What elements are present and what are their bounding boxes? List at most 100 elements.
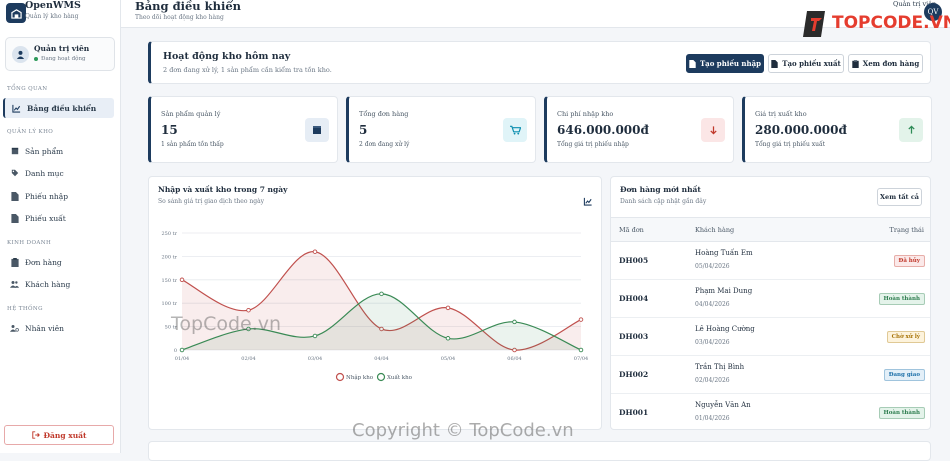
stat-card-import-cost: Chi phí nhập kho 646.000.000đ Tổng giá t…	[544, 96, 734, 163]
table-row[interactable]: DH004 Phạm Mai Dung 04/04/2026 Hoàn thành	[611, 280, 930, 318]
order-date: 05/04/2026	[695, 263, 730, 270]
x-tick-label: 02/04	[241, 356, 255, 362]
section-label-overview: TỔNG QUAN	[7, 86, 48, 92]
order-date: 04/04/2026	[695, 301, 730, 308]
sidebar-item-staff[interactable]: Nhân viên	[3, 318, 114, 338]
legend-marker	[376, 372, 386, 382]
chart-subtitle: So sánh giá trị giao dịch theo ngày	[158, 198, 265, 205]
series-area-export	[182, 293, 581, 350]
stat-value: 15	[161, 123, 178, 137]
logout-button[interactable]: Đăng xuất	[4, 425, 114, 445]
box-icon	[10, 147, 19, 156]
stat-note: 1 sản phẩm tồn thấp	[161, 141, 224, 148]
user-gear-icon	[10, 324, 19, 333]
sidebar-item-label: Đơn hàng	[25, 257, 62, 267]
order-date: 03/04/2026	[695, 339, 730, 346]
stat-card-products: Sản phẩm quản lý 15 1 sản phẩm tồn thấp	[148, 96, 338, 163]
topbar: Bảng điều khiển Theo dõi hoạt động kho h…	[121, 0, 950, 28]
view-orders-label: Xem đơn hàng	[862, 59, 920, 68]
sidebar-item-customers[interactable]: Khách hàng	[3, 274, 114, 294]
arrow-up-icon	[899, 118, 923, 142]
y-tick-label: 100 tr	[161, 301, 177, 307]
activity-title: Hoạt động kho hôm nay	[163, 51, 291, 62]
activity-subtitle: 2 đơn đang xử lý, 1 sản phẩm cần kiểm tr…	[163, 66, 332, 74]
orders-title: Đơn hàng mới nhất	[620, 185, 701, 194]
sidebar-item-exports[interactable]: Phiếu xuất	[3, 208, 114, 228]
user-name: Quản trị viên	[34, 44, 90, 53]
customer-name: Lê Hoàng Cường	[695, 325, 755, 333]
cart-icon	[503, 118, 527, 142]
legend-label: Xuất kho	[387, 374, 413, 381]
x-tick-label: 04/04	[374, 356, 388, 362]
page-subtitle: Theo dõi hoạt động kho hàng	[135, 14, 224, 21]
stat-note: Tổng giá trị phiếu nhập	[557, 141, 629, 148]
sidebar-item-dashboard[interactable]: Bảng điều khiển	[3, 98, 114, 118]
customer-name: Phạm Mai Dung	[695, 287, 753, 295]
table-row[interactable]: DH001 Nguyễn Văn An 01/04/2026 Hoàn thành	[611, 394, 930, 429]
x-tick-label: 05/04	[441, 356, 455, 362]
column-header: Trạng thái	[889, 226, 924, 234]
file-icon	[10, 191, 19, 201]
file-icon	[771, 59, 778, 68]
file-plus-icon	[689, 59, 696, 68]
data-point	[379, 326, 384, 332]
table-row[interactable]: DH005 Hoàng Tuấn Em 05/04/2026 Đã hủy	[611, 242, 930, 280]
avatar[interactable]: QV	[924, 3, 942, 21]
table-row[interactable]: DH002 Trần Thị Bình 02/04/2026 Đang giao	[611, 356, 930, 394]
x-tick-label: 07/04	[574, 356, 588, 362]
customer-name: Trần Thị Bình	[695, 363, 745, 371]
data-point	[445, 305, 451, 311]
sidebar-item-orders[interactable]: Đơn hàng	[3, 252, 114, 272]
orders-subtitle: Danh sách cập nhật gần đây	[620, 198, 707, 205]
view-orders-button[interactable]: Xem đơn hàng	[848, 54, 923, 73]
x-tick-label: 01/04	[175, 356, 189, 362]
view-all-button[interactable]: Xem tất cả	[877, 188, 922, 206]
order-id: DH003	[619, 332, 649, 341]
stat-value: 280.000.000đ	[755, 123, 847, 137]
sidebar: OpenWMS Quản lý kho hàng Quản trị viên Đ…	[0, 0, 121, 453]
order-id: DH004	[619, 294, 649, 303]
sidebar-item-label: Phiếu nhập	[25, 191, 69, 201]
status-dot-icon	[34, 57, 38, 61]
x-tick-label: 06/04	[507, 356, 521, 362]
customer-name: Hoàng Tuấn Em	[695, 249, 753, 257]
sidebar-item-products[interactable]: Sản phẩm	[3, 141, 114, 161]
legend-label: Nhập kho	[346, 374, 374, 381]
sidebar-item-categories[interactable]: Danh mục	[3, 163, 114, 183]
sidebar-item-label: Nhân viên	[25, 323, 64, 333]
data-point	[179, 347, 185, 353]
brand-subtitle: Quản lý kho hàng	[25, 13, 79, 20]
area-chart: 0 50 tr 100 tr 150 tr 200 tr 250 tr 01/04 02/04…	[161, 231, 588, 382]
data-point	[312, 249, 318, 254]
series-area-import	[182, 251, 581, 351]
sidebar-item-label: Phiếu xuất	[25, 213, 66, 223]
chart-line-icon[interactable]	[583, 191, 593, 210]
stat-label: Giá trị xuất kho	[755, 110, 807, 118]
stat-label: Tổng đơn hàng	[359, 110, 409, 118]
create-export-button[interactable]: Tạo phiếu xuất	[768, 54, 844, 73]
section-label-system: HỆ THỐNG	[7, 306, 43, 312]
warehouse-icon	[6, 3, 26, 23]
sidebar-item-label: Khách hàng	[25, 279, 71, 289]
status-badge: Hoàn thành	[878, 407, 925, 419]
data-point	[578, 317, 584, 322]
header-user-name[interactable]: Quản trị viên	[893, 0, 937, 8]
y-tick-label: 250 tr	[161, 231, 177, 237]
order-id: DH005	[619, 256, 649, 265]
create-import-button[interactable]: Tạo phiếu nhập	[686, 54, 764, 73]
x-tick-label: 03/04	[308, 356, 322, 362]
arrow-down-icon	[701, 118, 725, 142]
data-point	[179, 277, 185, 283]
chart-panel: Nhập và xuất kho trong 7 ngày So sánh gi…	[148, 176, 602, 430]
stat-card-orders: Tổng đơn hàng 5 2 đơn đang xử lý	[346, 96, 536, 163]
user-avatar-icon	[12, 46, 29, 63]
sidebar-item-imports[interactable]: Phiếu nhập	[3, 186, 114, 206]
clipboard-icon	[852, 59, 859, 68]
data-point	[445, 336, 451, 341]
stat-note: Tổng giá trị phiếu xuất	[755, 141, 826, 148]
brand-name: OpenWMS	[25, 0, 81, 11]
brand[interactable]	[6, 0, 26, 26]
clipboard-icon	[10, 257, 19, 267]
table-row[interactable]: DH003 Lê Hoàng Cường 03/04/2026 Chờ xử lý	[611, 318, 930, 356]
order-id: DH001	[619, 408, 649, 417]
